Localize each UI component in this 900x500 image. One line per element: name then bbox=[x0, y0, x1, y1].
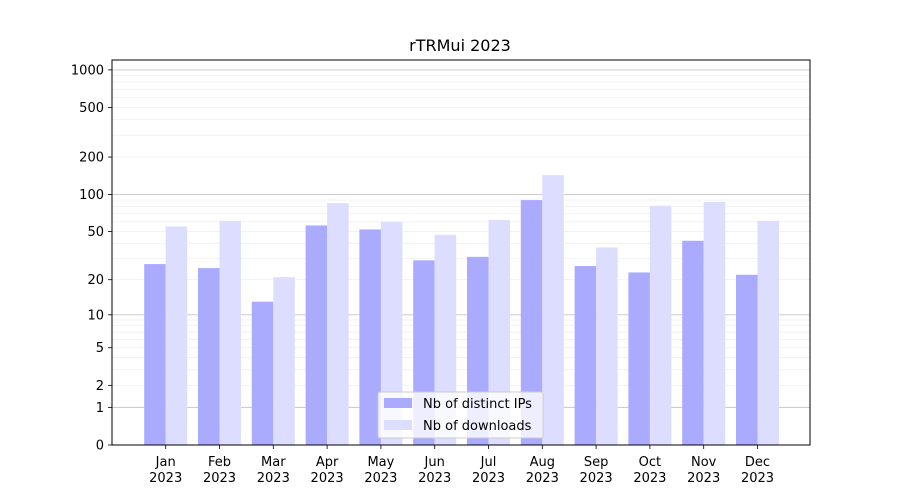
x-tick-label-month: Jan bbox=[155, 455, 176, 470]
x-tick-label-month: Oct bbox=[639, 455, 661, 470]
x-tick-label-year: 2023 bbox=[149, 471, 182, 486]
legend-swatch-ips bbox=[384, 398, 412, 408]
bar-distinct-ips bbox=[251, 301, 274, 445]
bar-downloads bbox=[380, 221, 403, 445]
bar-distinct-ips bbox=[574, 266, 597, 445]
x-tick-label-month: Nov bbox=[691, 455, 717, 470]
x-tick-label-year: 2023 bbox=[633, 471, 666, 486]
legend-swatch-downloads bbox=[384, 420, 412, 430]
y-tick-label: 0 bbox=[96, 439, 104, 454]
bar-downloads bbox=[273, 277, 295, 445]
bar-distinct-ips bbox=[144, 264, 166, 445]
x-tick-label-year: 2023 bbox=[526, 471, 559, 486]
y-tick-label: 10 bbox=[87, 308, 104, 323]
y-tick-label: 100 bbox=[79, 188, 104, 203]
y-tick-label: 1000 bbox=[71, 63, 104, 78]
y-tick-label: 20 bbox=[87, 273, 104, 288]
bar-distinct-ips bbox=[682, 240, 704, 445]
bar-downloads bbox=[165, 226, 188, 445]
legend-label-ips: Nb of distinct IPs bbox=[423, 397, 532, 412]
bar-downloads bbox=[703, 201, 726, 445]
x-tick-label-year: 2023 bbox=[687, 471, 720, 486]
bar-downloads bbox=[596, 247, 618, 445]
bars-group bbox=[144, 175, 779, 445]
y-tick-label: 5 bbox=[96, 341, 104, 356]
x-tick-label-year: 2023 bbox=[311, 471, 344, 486]
x-tick-label-month: Feb bbox=[208, 455, 231, 470]
legend-box bbox=[377, 391, 544, 439]
x-tick-label-month: Aug bbox=[530, 455, 555, 470]
x-tick-label-year: 2023 bbox=[203, 471, 236, 486]
bar-downloads bbox=[488, 220, 510, 445]
x-axis: Jan2023Feb2023Mar2023Apr2023May2023Jun20… bbox=[149, 445, 774, 486]
x-tick-label-month: May bbox=[367, 455, 394, 470]
x-tick-label-month: Jul bbox=[480, 455, 497, 470]
x-tick-label-year: 2023 bbox=[472, 471, 505, 486]
legend-label-downloads: Nb of downloads bbox=[423, 419, 532, 434]
x-tick-label-month: Dec bbox=[745, 455, 770, 470]
bar-downloads bbox=[649, 205, 672, 445]
y-tick-label: 200 bbox=[79, 151, 104, 166]
x-tick-label-month: Sep bbox=[584, 455, 609, 470]
x-tick-label-year: 2023 bbox=[257, 471, 290, 486]
x-tick-label-year: 2023 bbox=[580, 471, 613, 486]
bar-distinct-ips bbox=[520, 200, 543, 445]
y-tick-label: 500 bbox=[79, 101, 104, 116]
bar-downloads bbox=[327, 203, 349, 445]
bar-downloads bbox=[757, 220, 779, 445]
y-tick-label: 2 bbox=[96, 379, 104, 394]
x-tick-label-month: Jun bbox=[424, 455, 445, 470]
y-tick-label: 1 bbox=[96, 401, 104, 416]
x-tick-label-year: 2023 bbox=[741, 471, 774, 486]
y-tick-label: 50 bbox=[87, 225, 104, 240]
bar-downloads bbox=[219, 220, 241, 445]
bar-distinct-ips bbox=[736, 274, 758, 445]
x-tick-label-month: Mar bbox=[261, 455, 286, 470]
bar-downloads bbox=[542, 175, 564, 445]
x-tick-label-month: Apr bbox=[316, 455, 339, 470]
x-tick-label-year: 2023 bbox=[418, 471, 451, 486]
chart-title: rTRMui 2023 bbox=[409, 36, 511, 55]
bar-distinct-ips bbox=[359, 229, 381, 445]
legend: Nb of distinct IPs Nb of downloads bbox=[377, 391, 544, 439]
y-axis: 0 1 2 5 10 20 50 100 200 500 1000 bbox=[71, 63, 112, 454]
bar-distinct-ips bbox=[198, 268, 220, 445]
x-tick-label-year: 2023 bbox=[364, 471, 397, 486]
bar-distinct-ips bbox=[628, 272, 650, 445]
bar-distinct-ips bbox=[305, 225, 328, 445]
plot-frame bbox=[111, 59, 811, 446]
